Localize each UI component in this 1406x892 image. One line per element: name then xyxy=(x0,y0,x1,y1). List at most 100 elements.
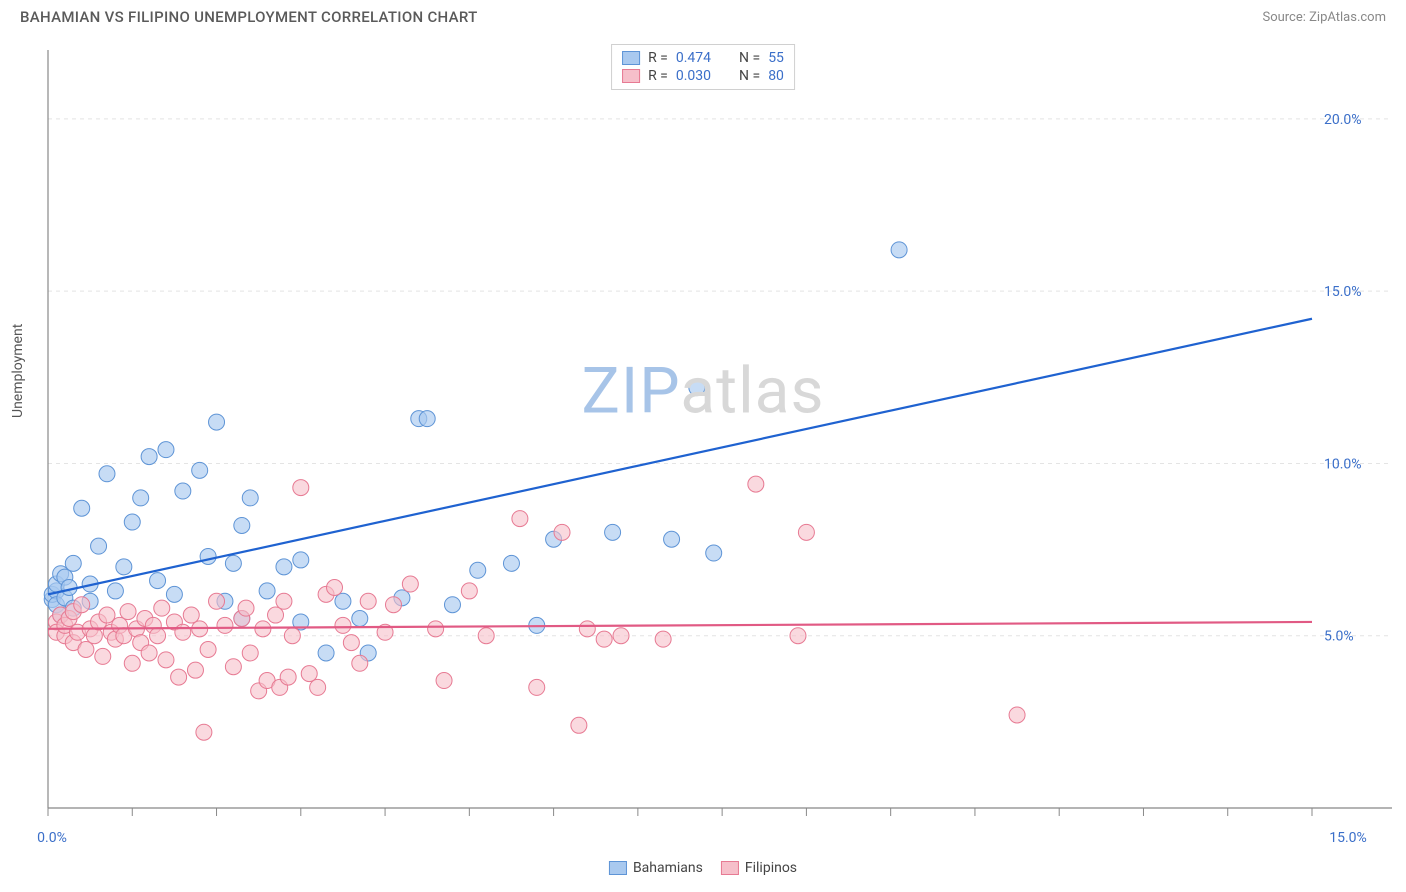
scatter-point xyxy=(596,631,612,647)
scatter-point xyxy=(301,666,317,682)
scatter-point xyxy=(74,597,90,613)
scatter-point xyxy=(158,442,174,458)
scatter-point xyxy=(95,648,111,664)
scatter-point xyxy=(360,593,376,609)
scatter-point xyxy=(613,628,629,644)
scatter-point xyxy=(512,511,528,527)
legend-n-label: N = xyxy=(739,68,760,84)
scatter-point xyxy=(91,538,107,554)
scatter-point xyxy=(209,414,225,430)
legend-r-value: 0.030 xyxy=(676,68,711,84)
scatter-point xyxy=(579,621,595,637)
scatter-point xyxy=(352,611,368,627)
scatter-point xyxy=(419,411,435,427)
scatter-point xyxy=(503,555,519,571)
y-tick-label: 5.0% xyxy=(1324,629,1354,645)
legend-swatch xyxy=(721,861,739,875)
legend-n-value: 55 xyxy=(768,50,784,66)
legend-r-label: R = xyxy=(648,68,668,84)
scatter-point xyxy=(171,669,187,685)
legend-series: Bahamians Filipinos xyxy=(609,860,797,876)
scatter-point xyxy=(343,635,359,651)
scatter-point xyxy=(748,476,764,492)
legend-stat-row: R = 0.030 N = 80 xyxy=(622,67,784,85)
scatter-point xyxy=(385,597,401,613)
y-tick-label: 20.0% xyxy=(1324,112,1362,128)
scatter-point xyxy=(65,555,81,571)
legend-stat-row: R = 0.474 N = 55 xyxy=(622,49,784,67)
scatter-point xyxy=(655,631,671,647)
scatter-point xyxy=(150,628,166,644)
legend-swatch xyxy=(609,861,627,875)
scatter-point xyxy=(790,628,806,644)
scatter-point xyxy=(554,524,570,540)
legend-series-label: Bahamians xyxy=(633,860,703,876)
x-tick-label: 15.0% xyxy=(1329,830,1367,846)
scatter-point xyxy=(124,655,140,671)
scatter-point xyxy=(141,645,157,661)
scatter-point xyxy=(293,480,309,496)
scatter-point xyxy=(120,604,136,620)
scatter-point xyxy=(78,642,94,658)
scatter-point xyxy=(335,593,351,609)
scatter-point xyxy=(242,490,258,506)
scatter-point xyxy=(444,597,460,613)
scatter-point xyxy=(478,628,494,644)
scatter-point xyxy=(175,483,191,499)
scatter-point xyxy=(436,673,452,689)
scatter-point xyxy=(293,552,309,568)
scatter-point xyxy=(605,524,621,540)
scatter-point xyxy=(200,548,216,564)
scatter-chart: 5.0% 10.0% 15.0% 20.0% 0.0% 15.0% xyxy=(14,38,1392,878)
legend-series-item: Filipinos xyxy=(721,860,797,876)
scatter-point xyxy=(133,490,149,506)
scatter-point xyxy=(470,562,486,578)
legend-r-value: 0.474 xyxy=(676,50,711,66)
chart-header: BAHAMIAN VS FILIPINO UNEMPLOYMENT CORREL… xyxy=(0,0,1406,30)
legend-series-item: Bahamians xyxy=(609,860,703,876)
chart-title: BAHAMIAN VS FILIPINO UNEMPLOYMENT CORREL… xyxy=(20,8,478,26)
scatter-point xyxy=(196,724,212,740)
scatter-point xyxy=(428,621,444,637)
scatter-point xyxy=(124,514,140,530)
scatter-point xyxy=(310,679,326,695)
scatter-point xyxy=(402,576,418,592)
scatter-point xyxy=(255,621,271,637)
legend-n-value: 80 xyxy=(768,68,784,84)
scatter-point xyxy=(276,593,292,609)
scatter-point xyxy=(158,652,174,668)
scatter-point xyxy=(891,242,907,258)
scatter-point xyxy=(150,573,166,589)
scatter-point xyxy=(284,628,300,644)
legend-stats: R = 0.474 N = 55 R = 0.030 N = 80 xyxy=(611,44,795,90)
regression-line xyxy=(48,319,1312,595)
chart-source: Source: ZipAtlas.com xyxy=(1262,10,1386,25)
legend-swatch xyxy=(622,69,640,83)
scatter-point xyxy=(225,659,241,675)
scatter-point xyxy=(798,524,814,540)
scatter-point xyxy=(154,600,170,616)
legend-r-label: R = xyxy=(648,50,668,66)
scatter-point xyxy=(318,645,334,661)
scatter-point xyxy=(238,600,254,616)
legend-n-label: N = xyxy=(739,50,760,66)
scatter-point xyxy=(259,583,275,599)
scatter-point xyxy=(352,655,368,671)
scatter-point xyxy=(166,586,182,602)
scatter-point xyxy=(529,679,545,695)
scatter-point xyxy=(268,607,284,623)
y-tick-label: 10.0% xyxy=(1324,456,1362,472)
scatter-point xyxy=(107,583,123,599)
scatter-point xyxy=(689,380,705,396)
y-tick-label: 15.0% xyxy=(1324,284,1362,300)
scatter-point xyxy=(571,717,587,733)
scatter-point xyxy=(242,645,258,661)
legend-series-label: Filipinos xyxy=(745,860,797,876)
scatter-point xyxy=(175,624,191,640)
scatter-point xyxy=(217,617,233,633)
scatter-point xyxy=(280,669,296,685)
scatter-point xyxy=(183,607,199,623)
y-axis-label: Unemployment xyxy=(10,324,26,418)
scatter-point xyxy=(706,545,722,561)
x-tick-label: 0.0% xyxy=(37,830,67,846)
